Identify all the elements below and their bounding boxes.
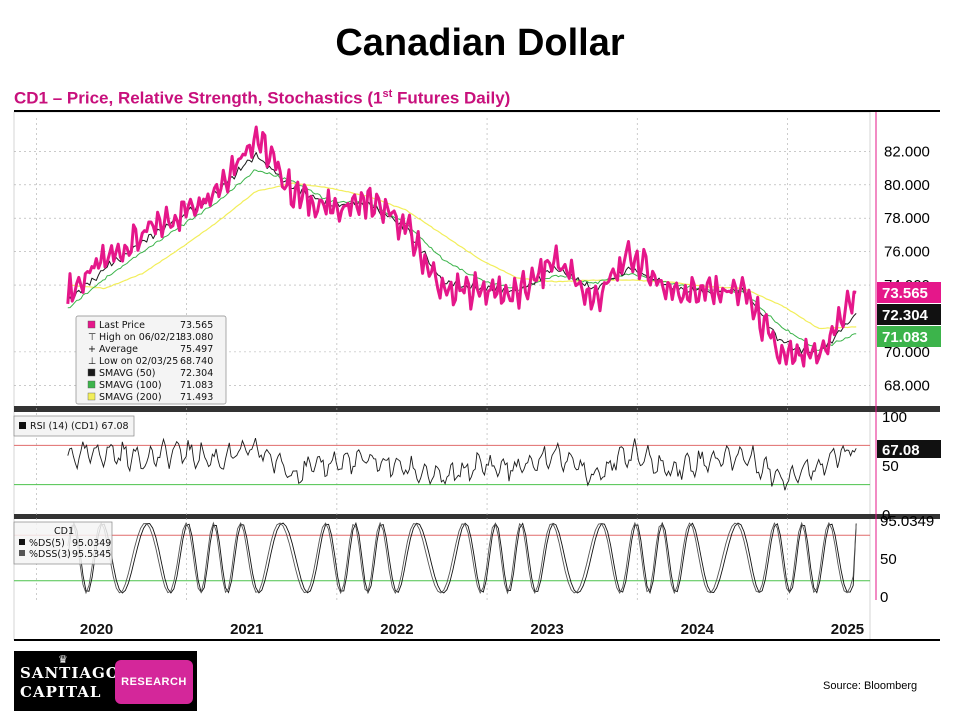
legend-label: SMAVG (200) xyxy=(99,392,162,403)
legend-value: 75.497 xyxy=(180,344,213,355)
x-tick-label: 2024 xyxy=(681,621,715,638)
legend-label: Average xyxy=(99,344,138,355)
legend-marker-icon: ⊥ xyxy=(88,356,96,367)
legend-swatch xyxy=(87,320,96,329)
legend-swatch xyxy=(19,550,25,556)
chart-series xyxy=(66,125,857,595)
x-tick-label: 2023 xyxy=(530,621,563,638)
panel-separator xyxy=(14,406,940,412)
lion-icon: ♛ xyxy=(58,654,68,666)
price-tag-bg xyxy=(877,304,941,325)
rsi-tag-bg xyxy=(877,440,941,458)
price-tag-bg xyxy=(877,282,941,303)
legend-label: High on 06/02/21 xyxy=(99,332,181,343)
legend-swatch xyxy=(19,539,25,545)
legend-swatch xyxy=(19,422,26,429)
stoch-legend-value: 95.0349 xyxy=(72,538,111,549)
legend-value: 73.565 xyxy=(180,320,213,331)
y-tick-label: 78.000 xyxy=(884,210,930,227)
legend-label: Low on 02/03/25 xyxy=(99,356,178,367)
legend-marker-icon: + xyxy=(88,344,96,355)
price-legend-box xyxy=(75,315,227,405)
chart-subtitle: CD1 – Price, Relative Strength, Stochast… xyxy=(14,88,511,108)
rsi-legend-box xyxy=(13,415,135,437)
source-note: Source: Bloomberg xyxy=(823,680,918,692)
y-tick-label: 68.000 xyxy=(884,377,930,394)
stoch-line-dss xyxy=(67,521,857,595)
legend-value: 72.304 xyxy=(180,368,213,379)
logo-wordmark: SANTIAGO CAPITAL xyxy=(20,664,120,701)
rsi-legend-label: RSI (14) (CD1) 67.08 xyxy=(30,421,129,432)
rsi-tag-value: 67.08 xyxy=(882,442,920,459)
stoch-line-ds xyxy=(67,521,857,595)
stoch-legend-value: 95.5345 xyxy=(72,549,111,560)
x-tick-label: 2021 xyxy=(230,621,263,638)
stoch-tick-label: 95.0349 xyxy=(880,513,934,530)
legend-label: SMAVG (50) xyxy=(99,368,156,379)
stoch-tick-label: 50 xyxy=(880,551,897,568)
legend-value: 71.083 xyxy=(180,380,213,391)
rsi-line xyxy=(67,437,857,491)
legend-label: SMAVG (100) xyxy=(99,380,162,391)
y-tick-label: 76.000 xyxy=(884,244,930,261)
rsi-tick-label: 0 xyxy=(882,507,890,524)
series-line-last-price xyxy=(66,125,857,368)
legend-swatch xyxy=(87,368,96,377)
page-title: Canadian Dollar xyxy=(335,22,625,64)
legend-label: Last Price xyxy=(99,320,145,331)
chart-frame xyxy=(13,110,940,641)
legend-swatch xyxy=(87,392,96,401)
price-tag-value: 73.565 xyxy=(882,285,928,302)
y-tick-label: 70.000 xyxy=(884,344,930,361)
stoch-tick-label: 0 xyxy=(880,589,888,606)
last-value-tags: 73.565 72.304 71.083 67.08 xyxy=(877,282,941,459)
x-tick-label: 2025 xyxy=(831,621,864,638)
series-line-smavg-200- xyxy=(67,182,857,330)
x-tick-label: 2020 xyxy=(80,621,113,638)
legend-value: 68.740 xyxy=(180,356,213,367)
indicator-bands xyxy=(14,444,870,582)
legend-marker-icon: ⊤ xyxy=(88,332,96,343)
price-tag-value: 72.304 xyxy=(882,307,929,324)
rsi-tick-label: 50 xyxy=(882,458,899,475)
stoch-legend-label: %DS(5) xyxy=(29,538,65,549)
legend-value: 83.080 xyxy=(180,332,213,343)
legend-swatch xyxy=(87,380,96,389)
y-tick-label: 80.000 xyxy=(884,177,930,194)
y-tick-label: 82.000 xyxy=(884,143,930,160)
stoch-legend-label: %DSS(3) xyxy=(29,549,71,560)
logo-research-badge: RESEARCH xyxy=(115,660,193,704)
stoch-legend-box xyxy=(13,521,113,565)
stoch-legend-title: CD1 xyxy=(54,526,74,537)
legend-value: 71.493 xyxy=(180,392,213,403)
panel-separator xyxy=(14,514,940,519)
x-tick-label: 2022 xyxy=(380,621,413,638)
rsi-tick-label: 100 xyxy=(882,409,907,426)
price-tag-value: 71.083 xyxy=(882,329,928,346)
price-tag-bg xyxy=(877,326,941,347)
santiago-capital-logo: ♛ SANTIAGO CAPITAL RESEARCH xyxy=(14,651,197,711)
